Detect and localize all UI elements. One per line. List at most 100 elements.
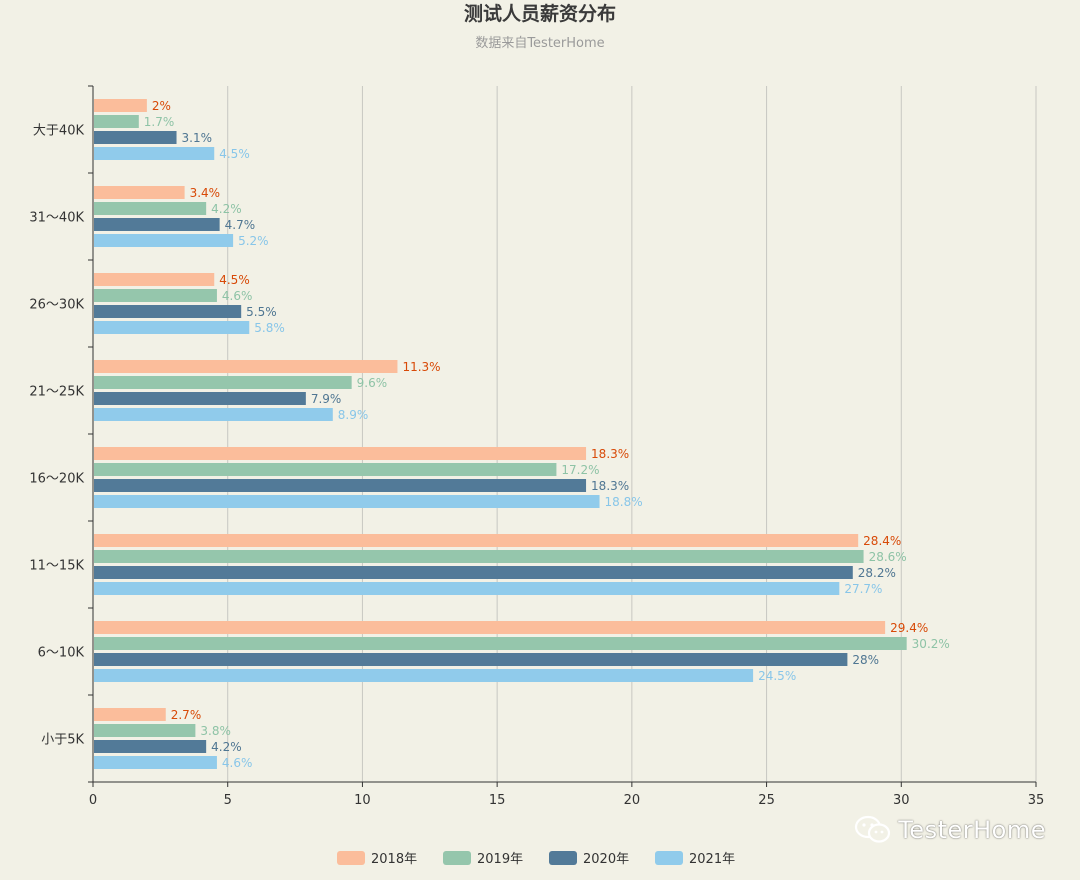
data-label: 5.5%: [246, 305, 277, 319]
bars: 2% 1.7% 3.1% 4.5% 3.4% 4.2% 4.7% 5.2% 4.5% 4.6% 5.…: [94, 99, 950, 770]
category-label: 16～20K: [29, 472, 84, 487]
axes: 0 5 10 15 20 25 30 35 大于40K 31～40K 26～30K 21～25K 16～…: [29, 85, 1045, 808]
x-tick-label: 30: [893, 793, 910, 808]
legend-swatch: [443, 851, 471, 865]
bar-2019年-21～25K[interactable]: [94, 376, 352, 389]
bar-2019年-26～30K[interactable]: [94, 289, 217, 302]
bar-2018年-31～40K[interactable]: [94, 186, 185, 199]
legend-item-2020年[interactable]: 2020年: [549, 851, 629, 867]
legend-swatch: [337, 851, 365, 865]
legend-swatch: [655, 851, 683, 865]
x-tick-label: 0: [89, 793, 97, 808]
bar-2018年-16～20K[interactable]: [94, 447, 587, 460]
category-label: 26～30K: [29, 298, 84, 313]
bar-2021年-31～40K[interactable]: [94, 234, 234, 247]
x-tick-label: 5: [224, 793, 232, 808]
bar-2018年-6～10K[interactable]: [94, 621, 886, 634]
legend-label: 2019年: [477, 852, 523, 867]
bar-2018年-11～15K[interactable]: [94, 534, 859, 547]
data-label: 4.5%: [219, 273, 250, 287]
data-label: 4.7%: [225, 218, 256, 232]
category-label: 小于5K: [41, 733, 84, 748]
data-label: 28.2%: [858, 566, 896, 580]
legend-label: 2021年: [689, 852, 735, 867]
watermark: TesterHome: [854, 814, 1046, 846]
bar-2019年-大于40K[interactable]: [94, 115, 139, 128]
bar-2019年-小于5K[interactable]: [94, 724, 196, 737]
bar-2018年-小于5K[interactable]: [94, 708, 166, 721]
legend-item-2019年[interactable]: 2019年: [443, 851, 523, 867]
chart-title: 测试人员薪资分布: [464, 2, 616, 25]
bar-2019年-16～20K[interactable]: [94, 463, 557, 476]
bar-2021年-21～25K[interactable]: [94, 408, 333, 421]
data-label: 18.8%: [605, 495, 643, 509]
data-label: 28%: [852, 653, 879, 667]
legend-label: 2020年: [583, 852, 629, 867]
bar-2021年-26～30K[interactable]: [94, 321, 250, 334]
data-label: 4.5%: [219, 147, 250, 161]
data-label: 28.6%: [869, 550, 907, 564]
bar-2020年-6～10K[interactable]: [94, 653, 848, 666]
legend[interactable]: 2018年 2019年 2020年 2021年: [337, 851, 735, 867]
data-label: 7.9%: [311, 392, 342, 406]
legend-label: 2018年: [371, 852, 417, 867]
data-label: 28.4%: [863, 534, 901, 548]
category-label: 31～40K: [29, 211, 84, 226]
data-label: 3.8%: [200, 724, 231, 738]
legend-swatch: [549, 851, 577, 865]
bar-2019年-6～10K[interactable]: [94, 637, 907, 650]
bar-2021年-大于40K[interactable]: [94, 147, 215, 160]
category-label: 11～15K: [29, 559, 84, 574]
data-label: 8.9%: [338, 408, 369, 422]
data-label: 5.8%: [254, 321, 284, 335]
bar-2020年-11～15K[interactable]: [94, 566, 853, 579]
data-label: 18.3%: [591, 479, 629, 493]
data-label: 3.1%: [182, 131, 213, 145]
bar-2018年-26～30K[interactable]: [94, 273, 215, 286]
data-label: 2%: [152, 99, 171, 113]
bar-2021年-11～15K[interactable]: [94, 582, 840, 595]
data-label: 4.2%: [211, 202, 242, 216]
bar-2020年-小于5K[interactable]: [94, 740, 207, 753]
chart-subtitle: 数据来自TesterHome: [475, 36, 604, 51]
data-label: 24.5%: [758, 669, 796, 683]
watermark-text: TesterHome: [898, 816, 1046, 844]
category-label: 21～25K: [29, 385, 84, 400]
bar-2020年-大于40K[interactable]: [94, 131, 177, 144]
data-label: 4.6%: [222, 756, 253, 770]
bar-2020年-21～25K[interactable]: [94, 392, 306, 405]
data-label: 5.2%: [238, 234, 268, 248]
data-label: 4.2%: [211, 740, 242, 754]
wechat-icon: [855, 815, 891, 843]
data-label: 1.7%: [144, 115, 175, 129]
legend-item-2021年[interactable]: 2021年: [655, 851, 735, 867]
bar-2020年-31～40K[interactable]: [94, 218, 220, 231]
data-label: 4.6%: [222, 289, 253, 303]
bar-2021年-小于5K[interactable]: [94, 756, 217, 769]
bar-2020年-16～20K[interactable]: [94, 479, 587, 492]
category-label: 大于40K: [33, 124, 85, 139]
bar-2018年-21～25K[interactable]: [94, 360, 398, 373]
data-label: 11.3%: [402, 360, 440, 374]
data-label: 2.7%: [171, 708, 202, 722]
bar-2018年-大于40K[interactable]: [94, 99, 147, 112]
bar-2020年-26～30K[interactable]: [94, 305, 242, 318]
bar-2021年-6～10K[interactable]: [94, 669, 754, 682]
grid-lines: [227, 86, 1037, 782]
data-label: 30.2%: [912, 637, 950, 651]
data-label: 17.2%: [561, 463, 599, 477]
legend-item-2018年[interactable]: 2018年: [337, 851, 417, 867]
category-label: 6～10K: [38, 646, 85, 661]
bar-2021年-16～20K[interactable]: [94, 495, 600, 508]
bar-2019年-31～40K[interactable]: [94, 202, 207, 215]
data-label: 27.7%: [844, 582, 882, 596]
data-label: 29.4%: [890, 621, 928, 635]
data-label: 3.4%: [190, 186, 221, 200]
data-label: 9.6%: [357, 376, 388, 390]
x-tick-label: 15: [489, 793, 506, 808]
x-tick-label: 20: [624, 793, 641, 808]
x-tick-label: 25: [758, 793, 775, 808]
x-tick-label: 35: [1028, 793, 1045, 808]
bar-2019年-11～15K[interactable]: [94, 550, 864, 563]
